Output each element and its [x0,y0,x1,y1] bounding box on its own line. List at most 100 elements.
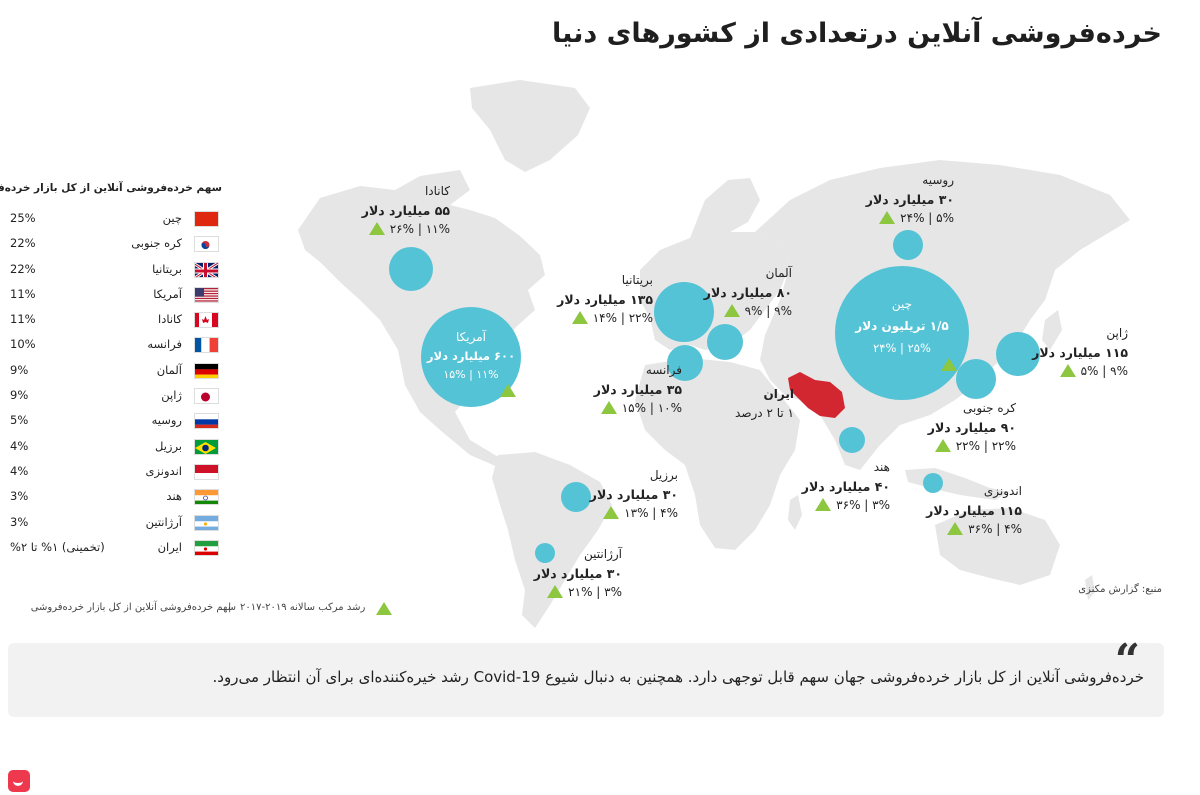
quote-text: خرده‌فروشی آنلاین از کل بازار خرده‌فروشی… [212,668,1144,686]
legend-percent: 25% [10,211,36,225]
legend-row: آمریکا 11% [8,284,222,309]
usa-flag-icon [194,286,219,303]
bubble-france [667,345,703,381]
bubble-japan [996,332,1040,376]
legend-percent: 3% [10,514,29,529]
legend-country: چین [162,211,182,225]
bubble-argentina [535,543,555,563]
japan-stats: ۹% | ۵% [1080,364,1128,378]
brazil-label: برزیل ۳۰ میلیارد دلار ۴% | ۱۳% [582,466,678,523]
japan-label: ژاپن ۱۱۵ میلیارد دلار ۹% | ۵% [1032,324,1128,381]
legend-country: ایران [157,539,182,554]
growth-triangle-icon [947,522,964,535]
legend-row: اندونزی 4% [8,461,222,486]
brazil-flag-icon [194,438,219,455]
korea-value: ۹۰ میلیارد دلار [927,420,1016,435]
growth-triangle-icon [1059,364,1076,377]
legend-row: بریتانیا 22% [8,259,222,284]
footer-growth-label: رشد مرکب سالانه ۲۰۱۹-۲۰۱۷ [240,602,366,613]
legend-country: آلمان [156,362,182,377]
canada-label: کانادا ۵۵ میلیارد دلار ۱۱% | ۲۶% [358,182,450,239]
india-stats: ۳% | ۳۶% [836,498,890,512]
indonesia-label: اندونزی ۱۱۵ میلیارد دلار ۴% | ۳۶% [918,482,1022,539]
growth-triangle-icon [934,439,951,452]
indonesia-name: اندونزی [983,484,1022,498]
legend-percent: 9% [10,388,29,403]
growth-triangle-icon [600,401,617,414]
bubble-korea [956,359,996,399]
legend-percent: 11% [10,286,36,301]
growth-triangle-icon [571,311,588,324]
russia-stats: ۵% | ۲۴% [900,211,954,225]
japan-value: ۱۱۵ میلیارد دلار [1032,345,1128,360]
quote-mark-icon: “ [1114,635,1140,686]
bubble-india [839,427,865,453]
legend-country: روسیه [151,413,182,428]
canada-name: کانادا [424,184,450,198]
korea-name: کره جنوبی [962,401,1016,415]
germany-label: آلمان ۸۰ میلیارد دلار ۹% | ۹% [700,264,792,321]
legend-country: اندونزی [145,463,182,478]
iran-flag-icon [194,539,219,556]
legend-row: برزیل 4% [8,436,222,461]
iran-value: ۱ تا ۲ درصد [735,406,794,420]
uk-flag-icon [194,261,219,278]
usa-name: آمریکا [455,330,486,344]
france-value: ۳۵ میلیارد دلار [593,382,682,397]
bubble-china [835,266,969,400]
india-label: هند ۴۰ میلیارد دلار ۳% | ۳۶% [798,458,890,515]
source-note: منبع: گزارش مکنزی [1078,584,1162,595]
legend-country: کانادا [158,312,182,327]
indonesia-flag-icon [194,463,219,480]
legend-percent: 4% [10,438,29,453]
korea-label: کره جنوبی ۹۰ میلیارد دلار ۲۲% | ۲۲% [922,399,1016,456]
growth-triangle-icon [376,602,392,615]
legend-percent: 5% [10,413,29,428]
iran-label: ایران ۱ تا ۲ درصد [732,385,794,423]
uk-value: ۱۳۵ میلیارد دلار [557,292,653,307]
brazil-stats: ۴% | ۱۳% [624,506,678,520]
china-flag-icon: ★ [194,211,219,227]
share-legend: سهم خرده‌فروشی آنلاین از کل بازار خرده‌ف… [0,182,222,562]
france-label: فرانسه ۳۵ میلیارد دلار ۱۰% | ۱۵% [588,361,682,418]
argentina-value: ۳۰ میلیارد دلار [533,566,622,581]
legend-heading: سهم خرده‌فروشی آنلاین از کل بازار خرده‌ف… [0,182,222,194]
germany-flag-icon [194,362,219,379]
china-name: چین [891,297,913,311]
japan-land [1042,310,1062,350]
iran-highlight [788,372,845,418]
legend-row: آلمان 9% [8,360,222,385]
quote-box: “ خرده‌فروشی آنلاین از کل بازار خرده‌فرو… [8,635,1164,717]
india-name: هند [873,460,890,474]
indonesia-value: ۱۱۵ میلیارد دلار [926,503,1022,518]
legend-country: کره جنوبی [131,236,182,251]
korea-flag-icon [194,236,219,253]
bubble-uk [654,282,714,342]
legend-row: هند 3% [8,486,222,511]
legend-country: آرژانتین [145,514,182,529]
legend-percent: 22% [10,261,36,276]
legend-country: ژاپن [161,388,182,403]
brand-logo-icon [8,770,30,792]
bubble-indonesia [923,473,943,493]
page-title: خرده‌فروشی آنلاین درتعدادی از کشورهای دن… [552,18,1162,49]
iran-name: ایران [763,387,794,401]
india-value: ۴۰ میلیارد دلار [801,479,890,494]
africa-land [635,358,800,550]
north-america-land [298,170,545,470]
growth-triangle-icon [941,358,957,371]
china-value: ۱/۵ تریلیون دلار [855,319,949,333]
bubble-brazil [561,482,591,512]
indonesia-stats: ۴% | ۳۶% [968,522,1022,536]
legend-row: ایران (تخمینی) ۱% تا ۲% [8,537,222,562]
svg-text:★: ★ [194,214,196,222]
bubbles [389,230,1040,563]
uk-label: بریتانیا ۱۳۵ میلیارد دلار ۲۲% | ۱۴% [557,271,653,328]
growth-triangle-icon [603,506,620,519]
usa-stats: ۱۱% | ۱۵% [443,368,499,381]
new-zealand-land [1085,575,1095,600]
argentina-flag-icon [194,514,219,531]
legend-percent: 3% [10,489,29,504]
growth-triangle-icon [547,585,564,598]
bubble-russia [893,230,923,260]
